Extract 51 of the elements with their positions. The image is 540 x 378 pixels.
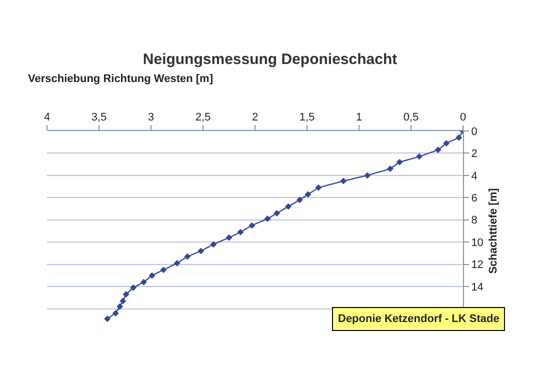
point bbox=[315, 184, 322, 191]
x-tick-label: 1 bbox=[356, 112, 362, 124]
y-tick-label: 14 bbox=[471, 281, 484, 294]
x-tick-label: 0,5 bbox=[403, 112, 419, 124]
point bbox=[285, 203, 292, 210]
point bbox=[112, 310, 119, 316]
point bbox=[198, 248, 204, 254]
point bbox=[148, 272, 156, 279]
point bbox=[210, 241, 217, 248]
annotation: Deponie Ketzendorf - LK Stade bbox=[338, 313, 500, 325]
point bbox=[140, 278, 147, 286]
point bbox=[104, 316, 111, 322]
x-tick-label: 4 bbox=[44, 112, 50, 124]
point bbox=[416, 153, 423, 160]
y-axis-title: Schachttiefe [m] bbox=[488, 188, 500, 274]
x-tick-label: 3,5 bbox=[91, 112, 107, 124]
y-tick-label: 10 bbox=[471, 236, 484, 249]
point bbox=[122, 291, 130, 298]
point bbox=[274, 210, 280, 216]
y-tick-label: 6 bbox=[471, 192, 478, 205]
point bbox=[340, 178, 347, 184]
point bbox=[130, 284, 137, 291]
y-tick-label: 4 bbox=[471, 170, 478, 182]
y-tick-label: 2 bbox=[471, 148, 478, 160]
point bbox=[443, 140, 450, 146]
point bbox=[456, 134, 462, 141]
point bbox=[237, 228, 244, 236]
point bbox=[120, 298, 126, 304]
point bbox=[396, 158, 403, 166]
point bbox=[264, 216, 271, 222]
y-tick-label: 12 bbox=[471, 259, 484, 272]
point bbox=[184, 253, 191, 260]
x-tick-label: 0 bbox=[460, 112, 466, 124]
point bbox=[364, 172, 371, 179]
point bbox=[226, 234, 232, 241]
x-tick-label: 3 bbox=[148, 112, 154, 124]
y-tick-label: 0 bbox=[471, 126, 478, 138]
point bbox=[116, 303, 124, 310]
y-tick-label: 8 bbox=[471, 214, 478, 227]
chart-title: Neigungsmessung Deponieschacht bbox=[142, 50, 398, 68]
point bbox=[386, 166, 394, 172]
point bbox=[248, 222, 256, 229]
point bbox=[296, 196, 303, 204]
x-axis-title: Verschiebung Richtung Westen [m] bbox=[28, 73, 214, 85]
x-tick-label: 2,5 bbox=[195, 112, 211, 124]
point bbox=[174, 260, 180, 266]
point bbox=[434, 146, 442, 154]
x-tick-label: 1,5 bbox=[299, 112, 315, 124]
point bbox=[160, 266, 167, 274]
point bbox=[304, 191, 312, 198]
x-tick-label: 2 bbox=[252, 112, 258, 124]
